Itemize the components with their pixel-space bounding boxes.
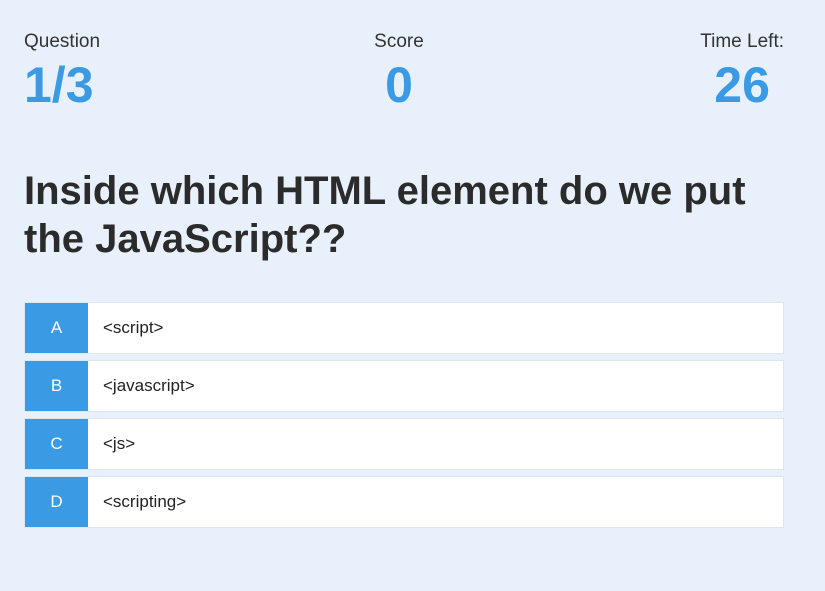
choice-text: <js> xyxy=(103,434,136,453)
choice-prefix: B xyxy=(25,361,88,411)
hud: Question 1/3 Score 0 Time Left: 26 xyxy=(24,30,784,120)
choice-text: <javascript> xyxy=(103,376,195,395)
question-text: Inside which HTML element do we put the … xyxy=(24,169,746,261)
choice-d[interactable]: D <scripting> xyxy=(24,476,784,528)
score-display: Score 0 xyxy=(334,30,464,114)
score-value: 0 xyxy=(385,57,413,113)
question-counter-label: Question xyxy=(24,31,101,52)
time-left-value: 26 xyxy=(714,57,770,113)
question-counter-value: 1/3 xyxy=(24,57,94,113)
choice-list: A <script> B <javascript> C <js> D <scri… xyxy=(24,302,784,534)
score-label: Score xyxy=(374,31,424,52)
choice-c[interactable]: C <js> xyxy=(24,418,784,470)
time-left-label: Time Left: xyxy=(700,31,784,52)
choice-a[interactable]: A <script> xyxy=(24,302,784,354)
choice-prefix: D xyxy=(25,477,88,527)
choice-b[interactable]: B <javascript> xyxy=(24,360,784,412)
choice-prefix: A xyxy=(25,303,88,353)
choice-prefix: C xyxy=(25,419,88,469)
time-left-display: Time Left: 26 xyxy=(700,30,784,114)
question-counter: Question 1/3 xyxy=(24,30,100,114)
choice-text: <script> xyxy=(103,318,164,337)
choice-text: <scripting> xyxy=(103,492,187,511)
